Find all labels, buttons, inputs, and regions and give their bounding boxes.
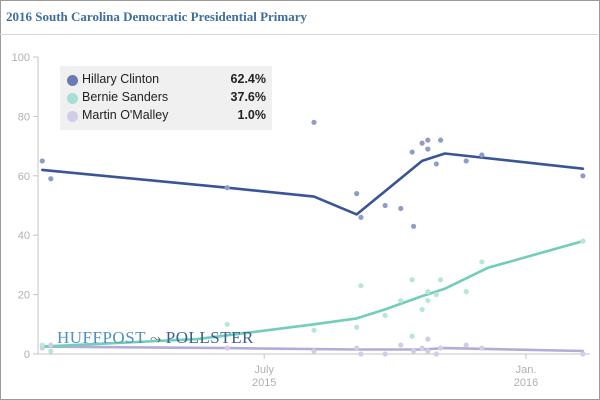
trend-lines <box>40 152 585 353</box>
poll-point-martin-o-malley <box>224 345 230 351</box>
y-tick-label: 0 <box>24 349 30 361</box>
legend-item-omalley[interactable]: Martin O'Malley 1.0% <box>66 108 266 126</box>
legend-label: Bernie Sanders <box>82 90 169 104</box>
poll-point-hillary-clinton <box>224 185 230 191</box>
poll-point-martin-o-malley <box>425 336 431 342</box>
trend-line-bernie-sanders <box>40 239 585 348</box>
x-tick-label: 2015 <box>252 377 276 389</box>
poll-point-hillary-clinton <box>354 191 360 197</box>
poll-point-hillary-clinton <box>580 173 586 179</box>
legend-swatch-omalley <box>67 111 78 122</box>
poll-point-hillary-clinton <box>358 214 364 220</box>
logo-swoosh-icon: ⤳ <box>150 332 162 347</box>
legend-swatch-sanders <box>67 93 78 104</box>
poll-point-bernie-sanders <box>479 259 485 265</box>
poll-point-bernie-sanders <box>358 283 364 289</box>
x-tick-label: July <box>254 364 274 376</box>
poll-point-martin-o-malley <box>382 351 388 357</box>
y-tick-label: 80 <box>18 111 30 123</box>
poll-point-martin-o-malley <box>419 345 425 351</box>
huffpost-pollster-logo: HUFFPOST ⤳ POLLSTER <box>57 328 254 348</box>
title-divider <box>0 34 598 35</box>
legend-value: 62.4% <box>230 72 266 86</box>
legend-item-sanders[interactable]: Bernie Sanders 37.6% <box>66 90 266 108</box>
poll-point-martin-o-malley <box>358 351 364 357</box>
poll-point-bernie-sanders <box>311 327 317 333</box>
x-tick-label: 2016 <box>514 377 538 389</box>
poll-point-bernie-sanders <box>39 342 45 348</box>
poll-point-hillary-clinton <box>398 205 404 212</box>
poll-point-martin-o-malley <box>479 345 485 351</box>
poll-point-bernie-sanders <box>409 333 415 339</box>
poll-point-bernie-sanders <box>425 289 431 295</box>
poll-point-martin-o-malley <box>463 342 469 348</box>
trend-line-martin-o-malley <box>40 345 585 353</box>
poll-point-martin-o-malley <box>398 342 404 348</box>
y-tick-label: 60 <box>18 171 30 183</box>
poll-point-hillary-clinton <box>48 176 54 182</box>
poll-point-bernie-sanders <box>463 289 469 295</box>
legend-label: Hillary Clinton <box>82 72 160 86</box>
poll-point-martin-o-malley <box>48 342 54 348</box>
poll-point-martin-o-malley <box>425 348 431 354</box>
poll-point-hillary-clinton <box>425 146 431 152</box>
poll-point-martin-o-malley <box>410 348 417 354</box>
poll-point-hillary-clinton <box>39 158 45 164</box>
poll-point-bernie-sanders <box>224 321 230 327</box>
poll-point-hillary-clinton <box>419 140 425 146</box>
logo-pollster-text: POLLSTER <box>165 328 254 347</box>
poll-point-martin-o-malley <box>354 345 360 351</box>
logo-huffpost-text: HUFFPOST <box>57 328 147 347</box>
poll-point-hillary-clinton <box>382 202 388 209</box>
poll-dots <box>39 119 586 357</box>
poll-point-bernie-sanders <box>419 306 425 313</box>
legend-value: 1.0% <box>237 108 267 122</box>
legend-item-clinton[interactable]: Hillary Clinton 62.4% <box>66 72 266 90</box>
poll-point-bernie-sanders <box>382 312 388 318</box>
poll-point-bernie-sanders <box>438 277 444 283</box>
poll-point-hillary-clinton <box>410 223 417 229</box>
poll-point-martin-o-malley <box>438 345 444 351</box>
poll-point-hillary-clinton <box>479 152 485 158</box>
legend-value: 37.6% <box>230 90 266 104</box>
trend-line-hillary-clinton <box>40 152 585 216</box>
poll-point-martin-o-malley <box>311 348 317 354</box>
poll-point-hillary-clinton <box>311 119 317 125</box>
x-tick-label: Jan. <box>516 364 537 376</box>
poll-point-hillary-clinton <box>438 137 444 143</box>
poll-point-hillary-clinton <box>463 158 469 164</box>
y-tick-label: 100 <box>12 52 30 64</box>
y-tick-label: 20 <box>18 290 30 302</box>
poll-point-bernie-sanders <box>580 238 586 244</box>
chart-legend: Hillary Clinton 62.4% Bernie Sanders 37.… <box>60 66 272 130</box>
poll-point-bernie-sanders <box>433 292 439 298</box>
poll-point-bernie-sanders <box>425 297 431 304</box>
poll-point-martin-o-malley <box>433 351 439 357</box>
legend-label: Martin O'Malley <box>82 108 169 122</box>
poll-point-hillary-clinton <box>409 149 415 155</box>
poll-point-bernie-sanders <box>48 348 54 354</box>
legend-swatch-clinton <box>67 75 78 86</box>
poll-point-martin-o-malley <box>580 351 586 357</box>
y-tick-label: 40 <box>18 230 30 242</box>
poll-point-hillary-clinton <box>433 161 439 167</box>
chart-title: 2016 South Carolina Democratic President… <box>6 9 308 24</box>
poll-point-bernie-sanders <box>354 324 360 330</box>
poll-point-bernie-sanders <box>398 297 404 304</box>
poll-point-hillary-clinton <box>425 137 431 143</box>
poll-point-bernie-sanders <box>409 277 415 283</box>
